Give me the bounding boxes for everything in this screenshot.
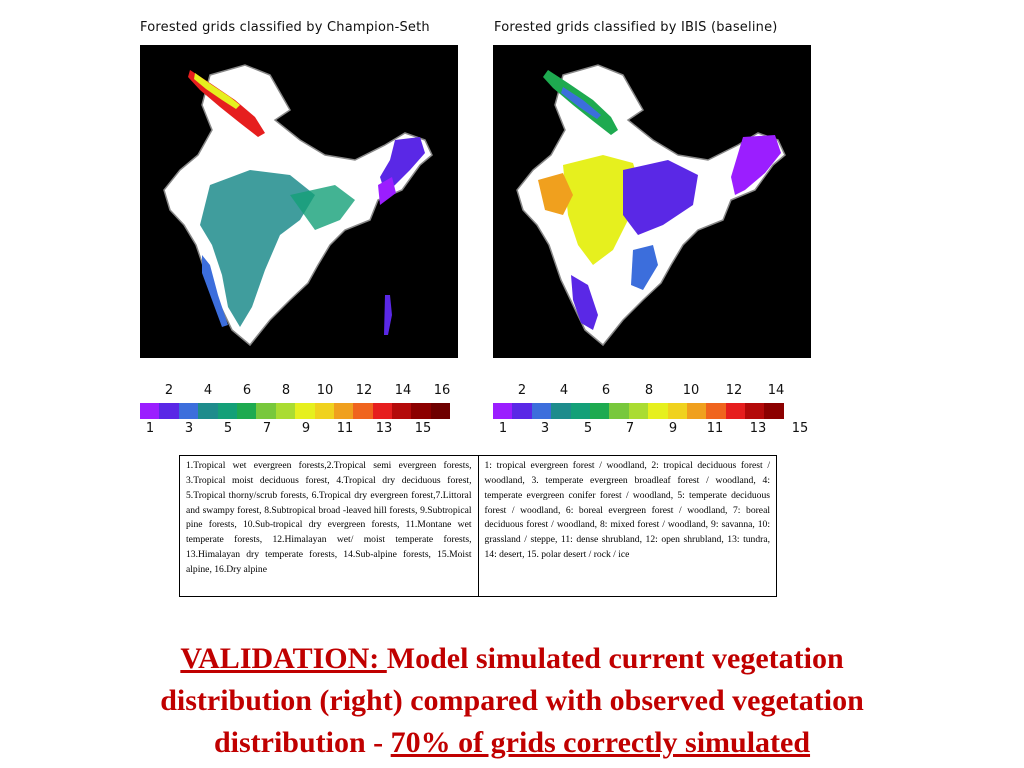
champion-seth-map bbox=[140, 45, 458, 358]
accuracy-highlight: 70% of grids correctly simulated bbox=[390, 726, 811, 759]
scale-label: 6 bbox=[601, 383, 611, 398]
scale-label: 1 bbox=[145, 421, 155, 436]
scale-label: 16 bbox=[433, 383, 451, 398]
color-swatch-8 bbox=[275, 403, 296, 419]
color-swatch-10 bbox=[667, 403, 687, 419]
northeast-purple bbox=[731, 135, 781, 195]
caption-line-1: VALIDATION: Model simulated current vege… bbox=[40, 638, 984, 680]
western-ghats-blue bbox=[202, 255, 228, 327]
color-swatch-12 bbox=[353, 403, 373, 419]
color-swatch-15 bbox=[764, 403, 784, 419]
color-swatch-6 bbox=[236, 403, 257, 419]
color-swatch-1 bbox=[140, 403, 160, 419]
color-swatch-9 bbox=[295, 403, 315, 419]
color-swatch-5 bbox=[217, 403, 237, 419]
scale-label: 11 bbox=[706, 421, 724, 436]
scale-top-labels: 2 4 6 8 10 12 14 16 bbox=[140, 383, 450, 401]
scale-label: 15 bbox=[414, 421, 432, 436]
color-swatch-12 bbox=[706, 403, 726, 419]
scale-label: 15 bbox=[791, 421, 809, 436]
color-swatch-15 bbox=[411, 403, 431, 419]
scale-label: 12 bbox=[355, 383, 373, 398]
scale-label: 7 bbox=[262, 421, 272, 436]
legend-ibis-classes: 1: tropical evergreen forest / woodland,… bbox=[477, 456, 777, 596]
southern-blue bbox=[571, 275, 598, 330]
color-swatch-3 bbox=[531, 403, 552, 419]
color-swatch-11 bbox=[686, 403, 707, 419]
scale-top-labels: 2 4 6 8 10 12 14 bbox=[493, 383, 784, 401]
teal-forest-region bbox=[200, 170, 315, 327]
scale-label: 12 bbox=[725, 383, 743, 398]
scale-label: 9 bbox=[301, 421, 311, 436]
scale-label: 3 bbox=[540, 421, 550, 436]
islands bbox=[384, 295, 392, 335]
india-map-observed bbox=[163, 64, 433, 347]
southeast-blue bbox=[631, 245, 658, 290]
scale-label: 4 bbox=[559, 383, 569, 398]
scale-label: 11 bbox=[336, 421, 354, 436]
scale-label: 6 bbox=[242, 383, 252, 398]
color-swatch-2 bbox=[159, 403, 179, 419]
teal-forest-east bbox=[290, 185, 355, 230]
caption-line-2: distribution (right) compared with obser… bbox=[160, 684, 864, 717]
scale-label: 8 bbox=[644, 383, 654, 398]
right-color-scale: 2 4 6 8 10 12 14 1 3 5 7 9 11 13 15 bbox=[493, 383, 808, 439]
color-swatch-5 bbox=[570, 403, 590, 419]
tropical-forest-purple bbox=[623, 160, 698, 235]
scale-label: 14 bbox=[767, 383, 785, 398]
color-swatch-2 bbox=[512, 403, 532, 419]
color-swatch-13 bbox=[372, 403, 393, 419]
scale-label: 10 bbox=[316, 383, 334, 398]
scale-label: 5 bbox=[223, 421, 233, 436]
color-swatch-1 bbox=[493, 403, 513, 419]
color-swatch-7 bbox=[256, 403, 276, 419]
scale-bottom-labels: 1 3 5 7 9 11 13 15 bbox=[493, 421, 808, 439]
scale-label: 10 bbox=[682, 383, 700, 398]
caption-line1-text: Model simulated current vegetation bbox=[386, 642, 844, 675]
left-color-scale: 2 4 6 8 10 12 14 16 1 3 5 7 9 11 13 15 bbox=[140, 383, 450, 439]
scale-label: 8 bbox=[281, 383, 291, 398]
color-swatch-9 bbox=[648, 403, 668, 419]
color-swatch-4 bbox=[551, 403, 571, 419]
scale-label: 13 bbox=[375, 421, 393, 436]
himalaya-band-blue bbox=[561, 87, 601, 119]
color-swatch-13 bbox=[725, 403, 746, 419]
color-swatch-10 bbox=[314, 403, 334, 419]
orange-region bbox=[538, 173, 573, 215]
caption-line-3: distribution - 70% of grids correctly si… bbox=[40, 722, 984, 764]
scale-label: 3 bbox=[184, 421, 194, 436]
color-swatch-8 bbox=[628, 403, 649, 419]
scale-bottom-labels: 1 3 5 7 9 11 13 15 bbox=[140, 421, 450, 439]
color-swatch-16 bbox=[430, 403, 451, 419]
scale-label: 4 bbox=[203, 383, 213, 398]
scale-label: 7 bbox=[625, 421, 635, 436]
india-map-simulated bbox=[516, 64, 786, 347]
scale-label: 9 bbox=[668, 421, 678, 436]
scale-label: 14 bbox=[394, 383, 412, 398]
color-swatch-6 bbox=[589, 403, 610, 419]
color-swatch-7 bbox=[609, 403, 629, 419]
color-swatch-14 bbox=[392, 403, 412, 419]
caption-line3-prefix: distribution - bbox=[213, 726, 391, 759]
right-map-title: Forested grids classified by IBIS (basel… bbox=[494, 20, 778, 35]
ibis-baseline-map bbox=[493, 45, 811, 358]
scale-label: 1 bbox=[498, 421, 508, 436]
scale-label: 2 bbox=[164, 383, 174, 398]
validation-caption: VALIDATION: Model simulated current vege… bbox=[40, 638, 984, 764]
legend-observed-classes: 1.Tropical wet evergreen forests,2.Tropi… bbox=[186, 460, 472, 576]
himalaya-band-yellow bbox=[194, 73, 240, 109]
color-swatch-3 bbox=[178, 403, 199, 419]
color-swatch-4 bbox=[198, 403, 218, 419]
northeast-violet bbox=[378, 177, 396, 205]
color-bar bbox=[493, 403, 784, 419]
color-swatch-14 bbox=[745, 403, 765, 419]
scale-label: 13 bbox=[749, 421, 767, 436]
scale-label: 5 bbox=[583, 421, 593, 436]
color-bar bbox=[140, 403, 451, 419]
legend-table: 1.Tropical wet evergreen forests,2.Tropi… bbox=[179, 455, 777, 597]
left-map-title: Forested grids classified by Champion-Se… bbox=[140, 20, 430, 35]
validation-label: VALIDATION: bbox=[180, 642, 387, 675]
color-swatch-11 bbox=[333, 403, 354, 419]
scale-label: 2 bbox=[517, 383, 527, 398]
